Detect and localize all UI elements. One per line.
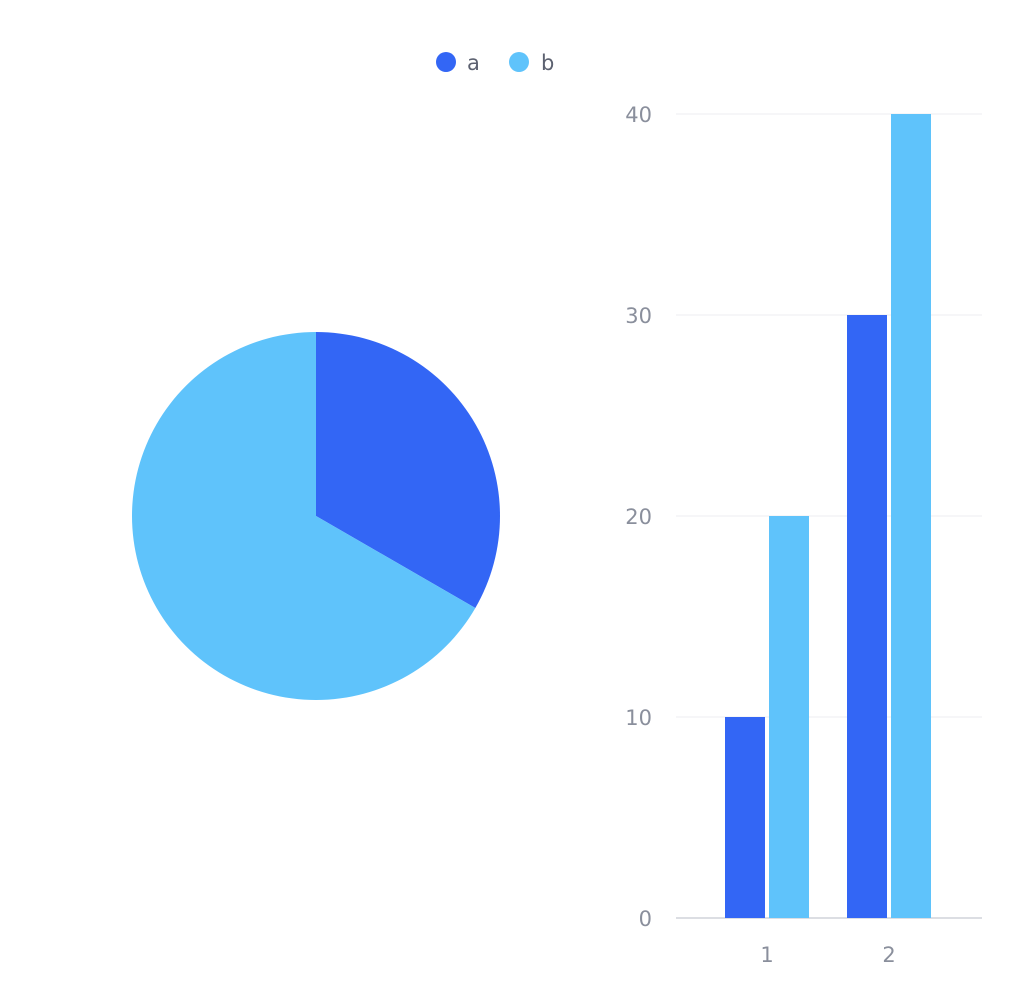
pie-slice-b[interactable] xyxy=(132,332,476,700)
pie-slice-a[interactable] xyxy=(316,332,500,608)
bar-b-1[interactable] xyxy=(769,516,809,918)
legend: a b xyxy=(436,51,554,75)
grid-lines xyxy=(676,113,982,919)
y-tick-label: 0 xyxy=(639,907,652,931)
y-tick-label: 40 xyxy=(625,103,652,127)
y-tick-label: 10 xyxy=(625,706,652,730)
x-tick-label: 1 xyxy=(760,943,773,967)
bar-b-2[interactable] xyxy=(891,114,931,918)
legend-label-a: a xyxy=(467,51,480,75)
legend-swatch-b[interactable] xyxy=(509,52,529,72)
pie-chart xyxy=(132,332,500,700)
bars xyxy=(725,114,931,918)
legend-label-b: b xyxy=(541,51,554,75)
bar-a-1[interactable] xyxy=(725,717,765,918)
y-tick-label: 30 xyxy=(625,304,652,328)
bar-a-2[interactable] xyxy=(847,315,887,918)
y-tick-label: 20 xyxy=(625,505,652,529)
legend-swatch-a[interactable] xyxy=(436,52,456,72)
y-axis-ticks: 0 10 20 30 40 xyxy=(625,103,652,931)
x-tick-label: 2 xyxy=(882,943,895,967)
